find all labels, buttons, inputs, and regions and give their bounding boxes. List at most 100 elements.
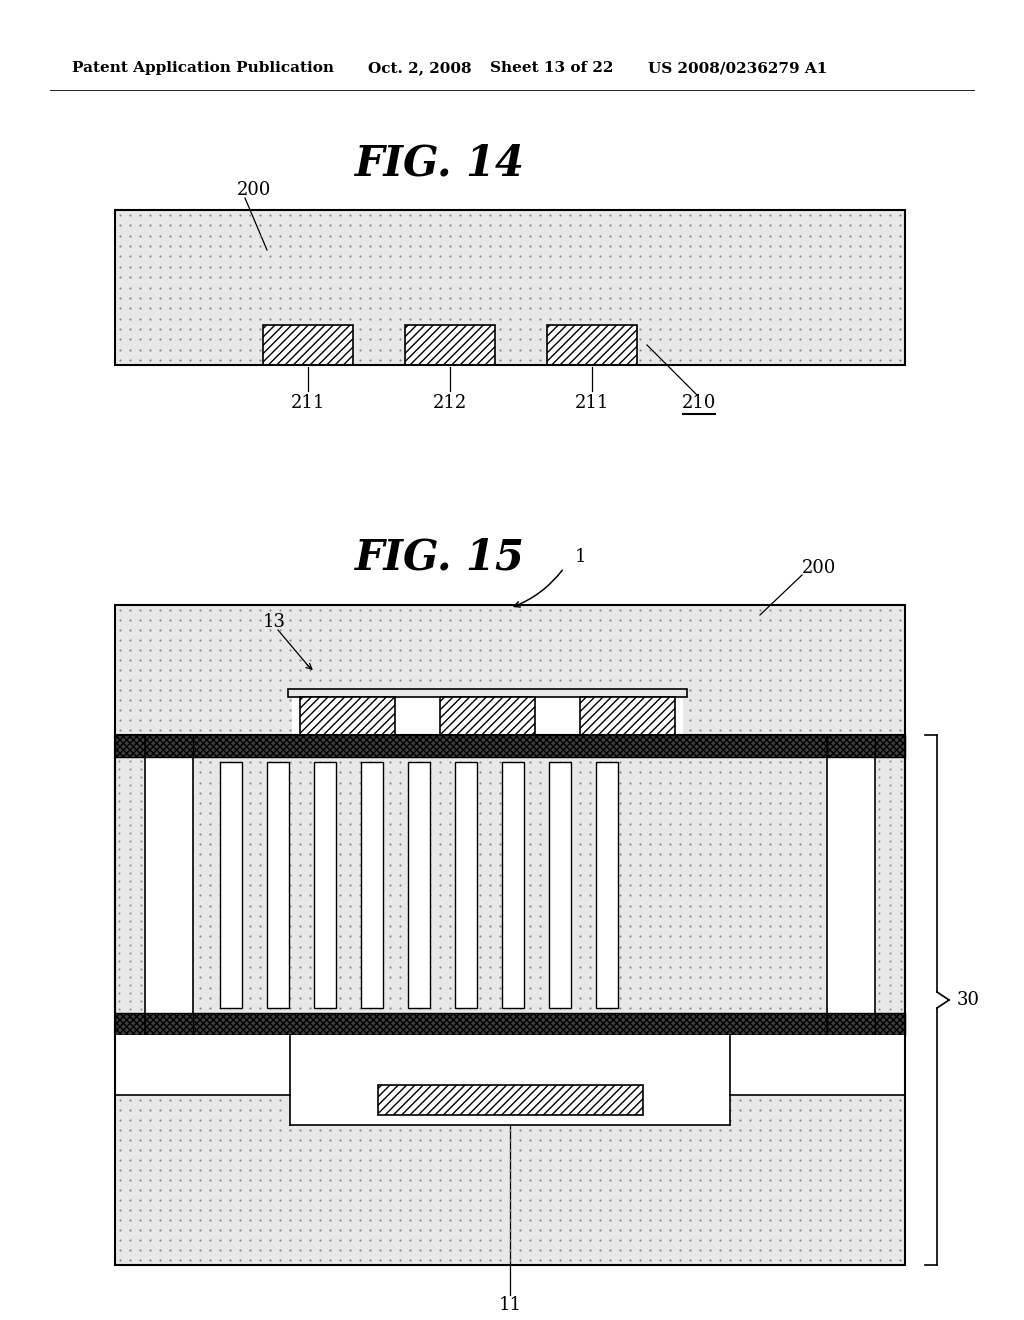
Point [311,1209,328,1230]
Point [262,1200,279,1221]
Point [722,1250,738,1271]
Point [372,649,388,671]
Point [712,256,728,277]
Point [502,946,518,968]
Point [822,1250,839,1271]
Point [582,215,598,236]
Point [231,803,248,824]
Point [632,1039,648,1060]
Point [862,318,879,339]
Point [802,235,818,256]
Point [582,649,598,671]
Point [762,256,778,277]
Point [352,824,369,845]
Point [392,1170,409,1191]
Point [322,966,338,987]
Point [432,256,449,277]
Point [432,1229,449,1250]
Point [262,339,279,360]
Point [502,1109,518,1130]
Point [182,783,199,804]
Point [602,1159,618,1180]
Point [772,1159,788,1180]
Point [242,1069,258,1090]
Point [652,639,669,660]
Point [482,803,499,824]
Point [732,1049,749,1071]
Point [762,689,778,710]
Point [732,660,749,681]
Point [622,957,638,978]
Point [611,649,628,671]
Point [852,957,868,978]
Point [862,998,879,1019]
Point [162,803,178,824]
Point [762,1209,778,1230]
Point [882,1189,898,1210]
Point [862,205,879,226]
Point [492,783,508,804]
Point [611,865,628,886]
Point [271,1229,288,1250]
Point [112,1089,128,1110]
Point [112,1139,128,1160]
Point [642,719,658,741]
Point [542,350,558,371]
Point [122,350,138,371]
Bar [827,735,874,1035]
Point [502,977,518,998]
Point [582,1200,598,1221]
Point [252,865,268,886]
Point [202,783,218,804]
Point [262,700,279,721]
Point [401,1239,418,1261]
Point [292,946,308,968]
Point [212,689,228,710]
Point [692,669,709,690]
Point [302,660,318,681]
Point [822,339,839,360]
Point [392,709,409,730]
Point [222,762,239,783]
Point [871,966,888,987]
Point [112,318,128,339]
Point [871,1039,888,1060]
Point [282,925,298,946]
Point [512,1180,528,1201]
Point [512,762,528,783]
Point [133,887,150,908]
Point [271,1049,288,1071]
Point [282,1069,298,1090]
Point [311,895,328,916]
Point [752,1209,768,1230]
Point [441,824,458,845]
Point [191,966,208,987]
Point [122,700,138,721]
Point [492,277,508,298]
Point [701,833,718,854]
Point [870,814,887,836]
Point [462,803,478,824]
Point [602,946,618,968]
Point [822,865,839,886]
Point [412,895,428,916]
Point [392,308,409,329]
Point [322,599,338,620]
Point [162,277,178,298]
Point [122,925,138,946]
Point [522,215,539,236]
Point [352,865,369,886]
Point [492,1159,508,1180]
Point [893,854,909,875]
Point [592,215,608,236]
Point [741,813,758,834]
Point [512,1170,528,1191]
Point [162,1209,178,1230]
Point [372,610,388,631]
Point [202,1130,218,1151]
Point [311,803,328,824]
Point [842,792,858,813]
Point [122,1229,138,1250]
Point [682,599,698,620]
Point [162,916,178,937]
